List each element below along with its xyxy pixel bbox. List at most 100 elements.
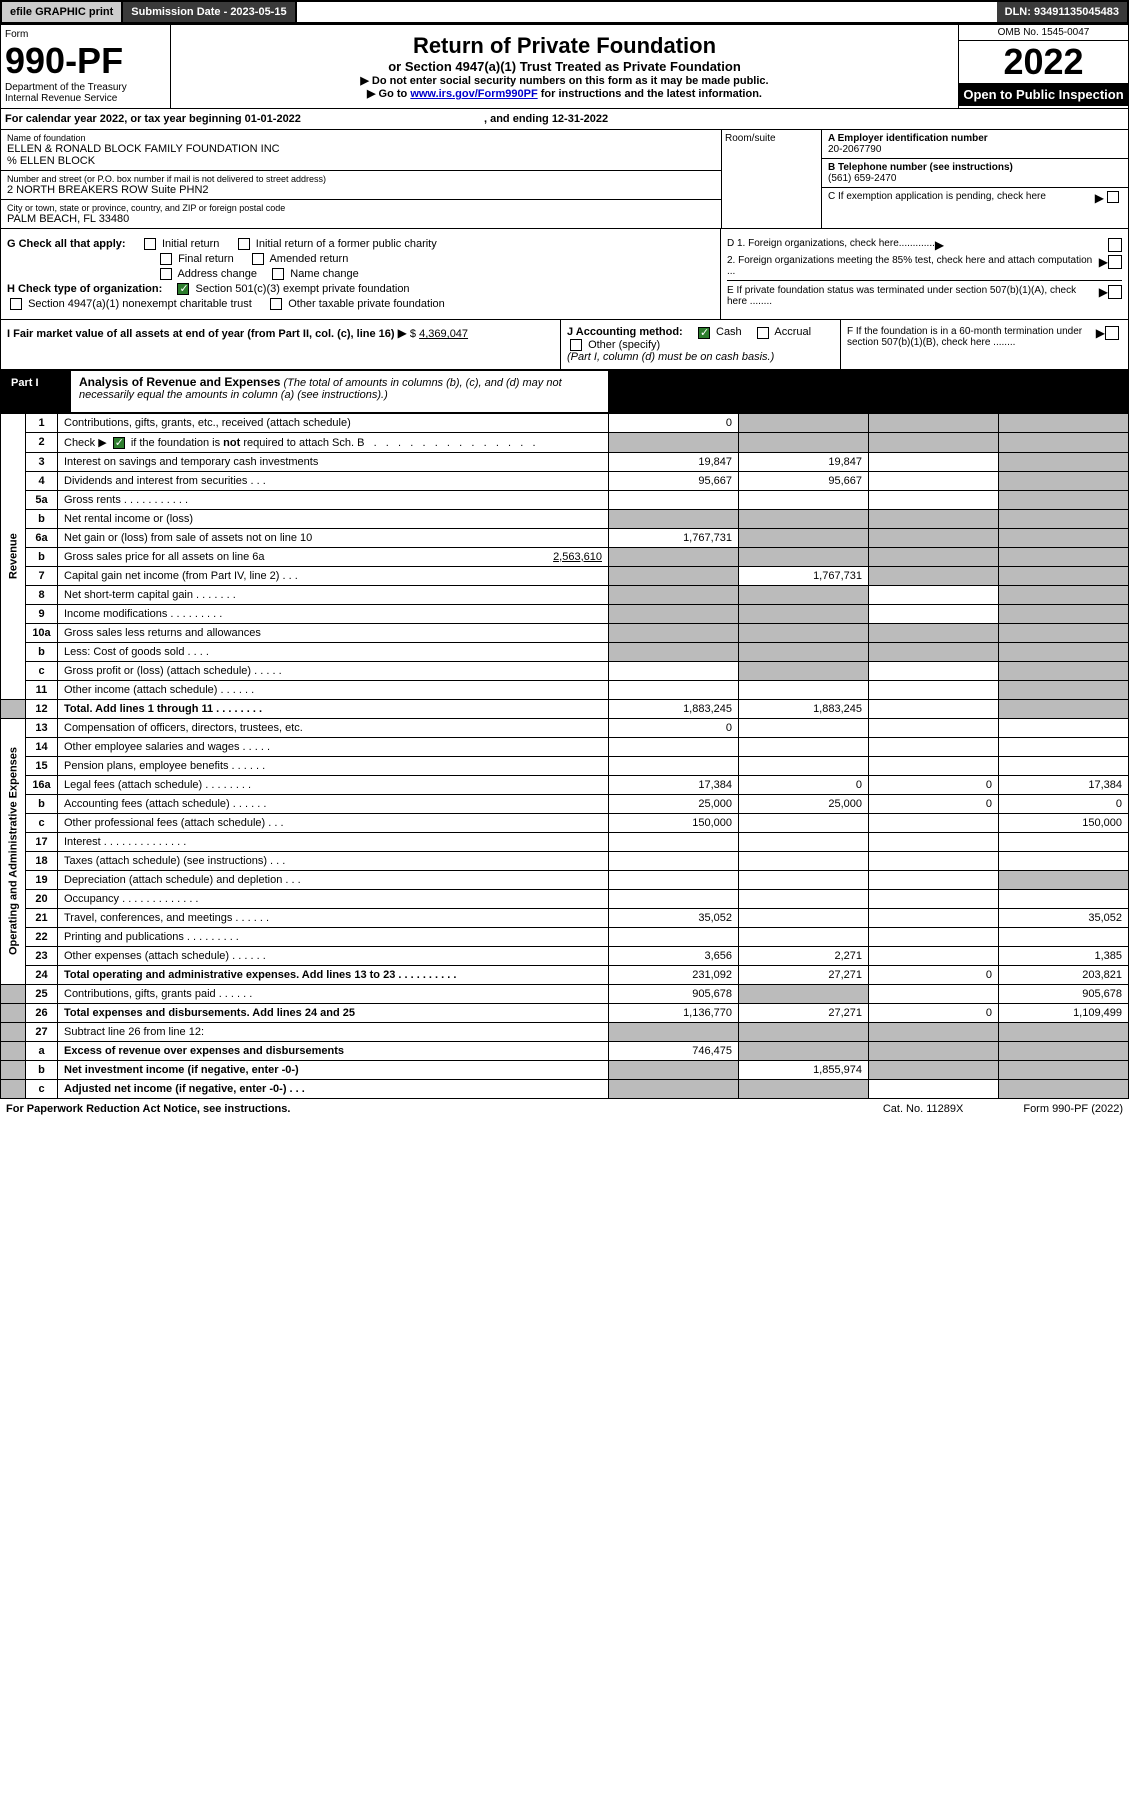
- table-row: 6aNet gain or (loss) from sale of assets…: [1, 528, 1129, 547]
- part1-label: Part I: [1, 371, 71, 412]
- form-number: 990-PF: [5, 40, 166, 82]
- table-row: Operating and Administrative Expenses 13…: [1, 718, 1129, 737]
- header-left: Form 990-PF Department of the Treasury I…: [1, 25, 171, 108]
- footer: For Paperwork Reduction Act Notice, see …: [0, 1099, 1129, 1119]
- fmv-value: 4,369,047: [419, 328, 468, 340]
- exemption-checkbox[interactable]: [1107, 191, 1119, 203]
- hij-section: I Fair market value of all assets at end…: [0, 320, 1129, 369]
- col-c-header: (c) Adjusted net income: [868, 371, 998, 412]
- exemption-pending-label: C If exemption application is pending, c…: [828, 191, 1046, 205]
- arrow-icon: ▶: [1099, 285, 1108, 307]
- care-of: % ELLEN BLOCK: [7, 155, 715, 167]
- col-d-header: (d) Disbursements for charitable purpose…: [998, 371, 1128, 412]
- form-label: Form: [5, 29, 166, 40]
- table-row: 8Net short-term capital gain . . . . . .…: [1, 585, 1129, 604]
- city-state-zip: PALM BEACH, FL 33480: [7, 213, 715, 225]
- table-row: 20Occupancy . . . . . . . . . . . . .: [1, 889, 1129, 908]
- table-row: 25Contributions, gifts, grants paid . . …: [1, 984, 1129, 1003]
- other-taxable-checkbox[interactable]: [270, 298, 282, 310]
- ein-label: A Employer identification number: [828, 133, 1122, 144]
- table-row: 2 Check ▶ if the foundation is not requi…: [1, 432, 1129, 452]
- address-change-checkbox[interactable]: [160, 268, 172, 280]
- table-row: 16aLegal fees (attach schedule) . . . . …: [1, 775, 1129, 794]
- accrual-checkbox[interactable]: [757, 327, 769, 339]
- f-checkbox[interactable]: [1105, 326, 1119, 340]
- arrow-icon: ▶: [1096, 326, 1105, 348]
- table-row: bAccounting fees (attach schedule) . . .…: [1, 794, 1129, 813]
- 501c3-checkbox[interactable]: [177, 283, 189, 295]
- foundation-name: ELLEN & RONALD BLOCK FAMILY FOUNDATION I…: [7, 143, 715, 155]
- d2-checkbox[interactable]: [1108, 255, 1122, 269]
- part1-title: Analysis of Revenue and Expenses: [79, 375, 280, 389]
- addr-label: Number and street (or P.O. box number if…: [7, 174, 715, 184]
- phone-value: (561) 659-2470: [828, 173, 1122, 184]
- room-suite: Room/suite: [721, 130, 821, 228]
- checks-section: G Check all that apply: Initial return I…: [0, 229, 1129, 320]
- g-label: G Check all that apply:: [7, 238, 126, 250]
- d1-checkbox[interactable]: [1108, 238, 1122, 252]
- omb-number: OMB No. 1545-0047: [959, 25, 1128, 41]
- table-row: 4Dividends and interest from securities …: [1, 471, 1129, 490]
- table-row: cOther professional fees (attach schedul…: [1, 813, 1129, 832]
- i-label: I Fair market value of all assets at end…: [7, 328, 395, 340]
- 4947a1-checkbox[interactable]: [10, 298, 22, 310]
- col-b-header: (b) Net investment income: [738, 371, 868, 412]
- table-row: 3Interest on savings and temporary cash …: [1, 452, 1129, 471]
- cash-checkbox[interactable]: [698, 327, 710, 339]
- expenses-label: Operating and Administrative Expenses: [1, 718, 26, 984]
- tax-year: 2022: [959, 41, 1128, 83]
- table-row: 10aGross sales less returns and allowanc…: [1, 623, 1129, 642]
- arrow-icon: ▶: [398, 326, 407, 340]
- name-change-checkbox[interactable]: [272, 268, 284, 280]
- ein-value: 20-2067790: [828, 144, 1122, 155]
- final-return-checkbox[interactable]: [160, 253, 172, 265]
- table-row: bLess: Cost of goods sold . . . .: [1, 642, 1129, 661]
- form-subtitle: or Section 4947(a)(1) Trust Treated as P…: [179, 59, 950, 74]
- table-row: 21Travel, conferences, and meetings . . …: [1, 908, 1129, 927]
- table-row: 7Capital gain net income (from Part IV, …: [1, 566, 1129, 585]
- arrow-icon: ▶: [1095, 191, 1104, 205]
- part1-header: Part I Analysis of Revenue and Expenses …: [0, 370, 1129, 413]
- table-row: 12Total. Add lines 1 through 11 . . . . …: [1, 699, 1129, 718]
- table-row: 26Total expenses and disbursements. Add …: [1, 1003, 1129, 1022]
- table-row: Revenue 1 Contributions, gifts, grants, …: [1, 413, 1129, 432]
- topbar: efile GRAPHIC print Submission Date - 20…: [0, 0, 1129, 24]
- j-label: J Accounting method:: [567, 326, 683, 338]
- form-note1: ▶ Do not enter social security numbers o…: [179, 74, 950, 87]
- d2-label: 2. Foreign organizations meeting the 85%…: [727, 255, 1099, 277]
- part1-table: Revenue 1 Contributions, gifts, grants, …: [0, 413, 1129, 1099]
- form-note2: ▶ Go to www.irs.gov/Form990PF for instru…: [179, 87, 950, 100]
- dept-irs: Internal Revenue Service: [5, 93, 166, 104]
- cat-number: Cat. No. 11289X: [883, 1103, 964, 1115]
- table-row: 27Subtract line 26 from line 12:: [1, 1022, 1129, 1041]
- e-label: E If private foundation status was termi…: [727, 285, 1099, 307]
- info-grid: Name of foundation ELLEN & RONALD BLOCK …: [0, 130, 1129, 229]
- j-note: (Part I, column (d) must be on cash basi…: [567, 351, 774, 363]
- initial-return-checkbox[interactable]: [144, 238, 156, 250]
- header-right: OMB No. 1545-0047 2022 Open to Public In…: [958, 25, 1128, 108]
- efile-label: efile GRAPHIC print: [2, 2, 123, 22]
- schb-checkbox[interactable]: [113, 437, 125, 449]
- city-label: City or town, state or province, country…: [7, 203, 715, 213]
- name-label: Name of foundation: [7, 133, 715, 143]
- table-row: 18Taxes (attach schedule) (see instructi…: [1, 851, 1129, 870]
- amended-return-checkbox[interactable]: [252, 253, 264, 265]
- table-row: 15Pension plans, employee benefits . . .…: [1, 756, 1129, 775]
- table-row: aExcess of revenue over expenses and dis…: [1, 1041, 1129, 1060]
- table-row: 22Printing and publications . . . . . . …: [1, 927, 1129, 946]
- form-ref: Form 990-PF (2022): [1023, 1103, 1123, 1115]
- e-checkbox[interactable]: [1108, 285, 1122, 299]
- dln: DLN: 93491135045483: [997, 2, 1127, 22]
- address: 2 NORTH BREAKERS ROW Suite PHN2: [7, 184, 715, 196]
- header-center: Return of Private Foundation or Section …: [171, 25, 958, 108]
- table-row: 17Interest . . . . . . . . . . . . . .: [1, 832, 1129, 851]
- form990pf-link[interactable]: www.irs.gov/Form990PF: [410, 88, 537, 100]
- initial-former-checkbox[interactable]: [238, 238, 250, 250]
- calendar-year-row: For calendar year 2022, or tax year begi…: [0, 109, 1129, 130]
- table-row: 11Other income (attach schedule) . . . .…: [1, 680, 1129, 699]
- dept-treasury: Department of the Treasury: [5, 82, 166, 93]
- submission-date: Submission Date - 2023-05-15: [123, 2, 296, 22]
- arrow-icon: ▶: [935, 238, 944, 252]
- other-method-checkbox[interactable]: [570, 339, 582, 351]
- table-row: cAdjusted net income (if negative, enter…: [1, 1079, 1129, 1098]
